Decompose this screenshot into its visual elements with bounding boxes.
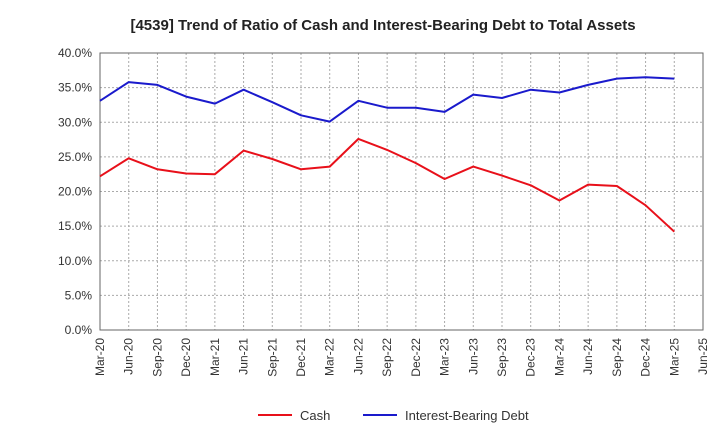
x-tick-label: Dec-23 [524, 338, 538, 377]
y-tick-label: 30.0% [58, 115, 92, 129]
legend-label: Cash [300, 408, 330, 423]
series-lines [99, 76, 675, 233]
y-tick-label: 5.0% [65, 288, 93, 302]
x-tick-label: Jun-22 [351, 338, 365, 375]
y-tick-label: 15.0% [58, 219, 92, 233]
plot-area-border [99, 52, 704, 331]
grid [100, 52, 704, 330]
y-tick-label: 25.0% [58, 150, 92, 164]
x-tick-label: Dec-21 [294, 338, 308, 377]
x-tick-label: Jun-21 [237, 338, 251, 375]
y-tick-label: 35.0% [58, 81, 92, 95]
series-line-interest-bearing-debt [99, 76, 675, 123]
x-axis-ticks: Mar-20 Jun-20 Sep-20 Dec-20 Mar-21 Jun-21 Sep-… [93, 338, 710, 377]
x-tick-label: Jun-25 [696, 338, 710, 375]
legend-label: Interest-Bearing Debt [405, 408, 529, 423]
x-tick-label: Mar-24 [552, 338, 566, 376]
x-tick-label: Mar-22 [323, 338, 337, 376]
x-tick-label: Mar-20 [93, 338, 107, 376]
x-tick-label: Dec-20 [179, 338, 193, 377]
x-tick-label: Jun-20 [122, 338, 136, 375]
x-tick-label: Dec-24 [639, 338, 653, 377]
x-tick-label: Dec-22 [409, 338, 423, 377]
x-tick-label: Mar-21 [208, 338, 222, 376]
y-axis-ticks: 0.0% 5.0% 10.0% 15.0% 20.0% 25.0% 30.0% 35.0% 40… [58, 46, 92, 337]
series-line-cash [99, 137, 675, 233]
legend: Cash Interest-Bearing Debt [258, 408, 529, 423]
y-tick-label: 40.0% [58, 46, 92, 60]
x-tick-label: Sep-21 [265, 338, 279, 377]
x-tick-label: Mar-25 [667, 338, 681, 376]
x-tick-label: Jun-23 [466, 338, 480, 375]
x-tick-label: Sep-20 [150, 338, 164, 377]
y-tick-label: 20.0% [58, 185, 92, 199]
x-tick-label: Jun-24 [581, 338, 595, 375]
axes [99, 52, 704, 331]
y-tick-label: 10.0% [58, 254, 92, 268]
x-tick-label: Mar-23 [438, 338, 452, 376]
x-tick-label: Sep-22 [380, 338, 394, 377]
x-tick-label: Sep-23 [495, 338, 509, 377]
y-tick-label: 0.0% [65, 323, 93, 337]
x-tick-label: Sep-24 [610, 338, 624, 377]
chart-title: [4539] Trend of Ratio of Cash and Intere… [130, 17, 635, 34]
